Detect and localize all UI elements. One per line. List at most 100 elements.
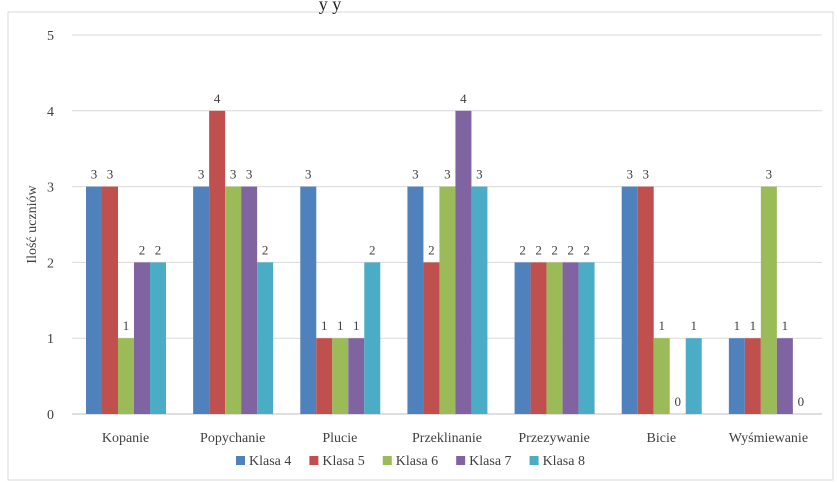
bar [653, 338, 670, 414]
legend-swatch [456, 456, 466, 465]
bar-value-label: 1 [750, 318, 757, 333]
bar-value-label: 3 [246, 167, 253, 182]
legend: Klasa 4 Klasa 5 Klasa 6 Klasa 7 Klasa 8 [236, 454, 585, 469]
bar-value-label: 1 [353, 318, 360, 333]
bar-value-label: 2 [369, 242, 376, 257]
bar [728, 338, 745, 414]
bar [300, 186, 317, 414]
bar-value-label: 3 [107, 167, 114, 182]
x-tick-label: Popychanie [200, 431, 265, 446]
x-tick-label: Plucie [322, 431, 357, 446]
legend-label: Klasa 5 [322, 454, 364, 469]
bar [257, 262, 274, 414]
y-tick-label: 3 [47, 181, 54, 196]
bar-value-label: 2 [535, 242, 542, 257]
bar [118, 338, 134, 414]
y-axis-ticks: 0 1 2 3 4 5 [47, 29, 54, 423]
bar-value-label: 1 [690, 318, 697, 333]
legend-label: Klasa 8 [543, 454, 585, 469]
bar [760, 186, 777, 414]
bar [225, 186, 242, 414]
x-tick-label: Kopanie [102, 431, 149, 446]
bar [332, 338, 349, 414]
bar-value-label: 1 [321, 318, 328, 333]
legend-swatch [236, 456, 245, 465]
bar [364, 262, 381, 414]
bar [578, 262, 595, 414]
bar [530, 262, 547, 414]
bar [423, 262, 440, 414]
y-axis-title: Ilość uczniów [25, 185, 40, 264]
legend-swatch [529, 456, 539, 465]
legend-label: Klasa 7 [469, 454, 511, 469]
bar-value-label: 0 [798, 394, 805, 409]
bar-value-label: 2 [583, 242, 590, 257]
bar-value-label: 3 [412, 167, 419, 182]
bar [193, 186, 210, 414]
y-tick-label: 5 [47, 29, 54, 44]
bar-value-label: 2 [428, 242, 435, 257]
x-tick-label: Przeklinanie [412, 431, 482, 446]
bar [514, 262, 531, 414]
bar [316, 338, 333, 414]
bar [102, 186, 118, 414]
top-cut-text: y y [319, 0, 342, 14]
bar-value-label: 2 [551, 242, 558, 257]
bar [637, 186, 654, 414]
bar [744, 338, 761, 414]
bar [455, 110, 472, 415]
bar-value-label: 1 [337, 318, 344, 333]
x-axis-labels: Kopanie Popychanie Plucie Przeklinanie Przez… [102, 431, 808, 446]
bar-value-label: 3 [91, 167, 98, 182]
x-tick-label: Wyśmiewanie [729, 431, 808, 446]
bar [86, 186, 102, 414]
bar [407, 186, 424, 414]
bar [685, 338, 702, 414]
bar [241, 186, 258, 414]
bar-value-label: 1 [658, 318, 665, 333]
bar [621, 186, 638, 414]
bar-value-label: 3 [642, 167, 649, 182]
bar-value-label: 2 [567, 242, 574, 257]
bar-value-label: 3 [230, 167, 237, 182]
y-tick-label: 0 [47, 408, 54, 423]
bar [471, 186, 488, 414]
bar-value-label: 1 [123, 318, 130, 333]
bar [209, 110, 226, 415]
bar-value-label: 3 [766, 167, 773, 182]
bar [439, 186, 456, 414]
bar-value-label: 2 [519, 242, 526, 257]
y-tick-label: 1 [47, 332, 54, 347]
bar [776, 338, 793, 414]
bar-value-label: 3 [444, 167, 451, 182]
bar-value-label: 2 [139, 242, 146, 257]
bar-value-label: 2 [155, 242, 162, 257]
legend-label: Klasa 4 [249, 454, 291, 469]
bar-value-label: 4 [214, 91, 221, 106]
bar-value-label: 3 [198, 167, 205, 182]
bar-value-label: 1 [734, 318, 741, 333]
bar [150, 262, 166, 414]
y-tick-label: 4 [47, 105, 54, 120]
x-tick-label: Bicie [647, 431, 677, 446]
bar [546, 262, 563, 414]
bar-value-label: 1 [782, 318, 789, 333]
bar-value-label: 3 [305, 167, 312, 182]
bar-value-label: 4 [460, 91, 467, 106]
bar [348, 338, 365, 414]
bar-value-label: 3 [626, 167, 633, 182]
bars [86, 110, 793, 415]
chart-border [7, 11, 834, 481]
y-tick-label: 2 [47, 256, 54, 271]
bar [134, 262, 150, 414]
bar-value-label: 2 [262, 242, 269, 257]
legend-swatch [382, 456, 392, 465]
bar-value-label: 3 [476, 167, 483, 182]
legend-label: Klasa 6 [396, 454, 438, 469]
bar [562, 262, 579, 414]
x-tick-label: Przezywanie [518, 431, 590, 446]
bar-value-label: 0 [674, 394, 681, 409]
